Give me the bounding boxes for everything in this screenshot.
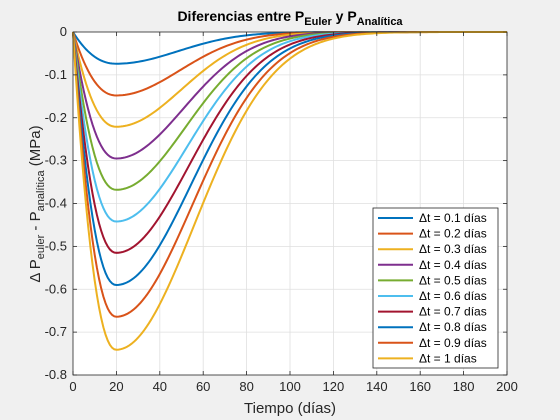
legend-label-9: Δt = 0.9 días [419, 336, 487, 350]
y-tick-label-3: -0.3 [45, 153, 67, 168]
title-sub-euler: Euler [304, 16, 332, 28]
legend-label-5: Δt = 0.5 días [419, 273, 487, 287]
legend-label-2: Δt = 0.2 días [419, 227, 487, 241]
y-tick-label-8: -0.8 [45, 367, 67, 382]
title-mid: y P [332, 8, 357, 24]
x-tick-label-8: 160 [409, 379, 431, 394]
ylabel-sub-analitica: analítica [35, 170, 47, 212]
x-tick-label-0: 0 [69, 379, 76, 394]
y-axis-label: Δ Peuler - Panalítica (MPa) [27, 125, 47, 282]
y-tick-label-6: -0.6 [45, 281, 67, 296]
x-tick-label-4: 80 [239, 379, 253, 394]
x-axis-label: Tiempo (días) [244, 400, 336, 417]
legend-box [372, 207, 499, 369]
title-sub-analitica: Analítica [357, 16, 404, 28]
x-tick-label-10: 200 [496, 379, 518, 394]
legend-label-8: Δt = 0.8 días [419, 320, 487, 334]
legend-label-1: Δt = 0.1 días [419, 211, 487, 225]
ylabel-sub-euler: euler [35, 234, 47, 259]
x-tick-label-3: 60 [196, 379, 210, 394]
y-tick-label-7: -0.7 [45, 324, 67, 339]
legend-label-7: Δt = 0.7 días [419, 305, 487, 319]
x-tick-label-9: 180 [453, 379, 475, 394]
x-tick-label-7: 140 [366, 379, 388, 394]
x-tick-label-2: 40 [153, 379, 167, 394]
x-tick-label-6: 120 [323, 379, 345, 394]
title-main: Diferencias entre P [177, 8, 304, 24]
x-tick-label-1: 20 [109, 379, 123, 394]
x-tick-label-5: 100 [279, 379, 301, 394]
legend-label-4: Δt = 0.4 días [419, 258, 487, 272]
y-tick-label-5: -0.5 [45, 238, 67, 253]
ylabel-post: (MPa) [27, 125, 44, 170]
legend-label-6: Δt = 0.6 días [419, 289, 487, 303]
ylabel-mid: - P [27, 211, 44, 234]
y-tick-label-1: -0.1 [45, 67, 67, 82]
y-tick-label-2: -0.2 [45, 110, 67, 125]
grid [73, 32, 507, 375]
legend-label-10: Δt = 1 días [419, 351, 477, 365]
ylabel-pre: Δ P [27, 259, 44, 282]
y-tick-label-0: 0 [60, 24, 67, 39]
ticks: 0 20 40 60 80 100 120 140 160 180 200 0 -0.1 -0.2 -0.3… [45, 24, 518, 394]
chart-title: Diferencias entre PEuler y PAnalítica [177, 8, 403, 28]
legend-label-3: Δt = 0.3 días [419, 242, 487, 256]
y-tick-label-4: -0.4 [45, 196, 67, 211]
